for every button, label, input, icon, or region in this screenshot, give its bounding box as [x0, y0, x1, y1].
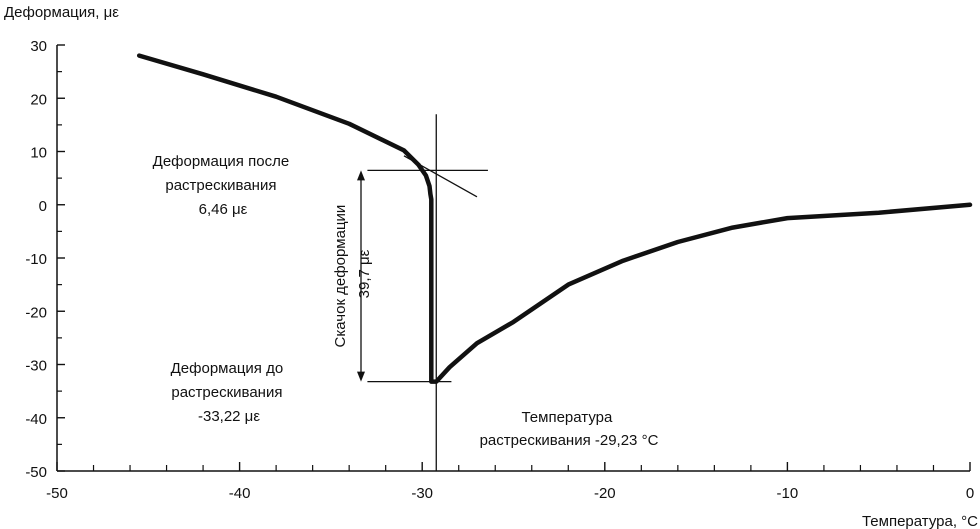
- x-tick-label: -50: [46, 485, 68, 502]
- temp-label-line-2: растрескивания -29,23 °C: [480, 432, 659, 449]
- y-tick-label: 30: [30, 38, 47, 55]
- after-cracking-label: Деформация после растрескивания 6,46 με: [153, 153, 294, 218]
- jump-arrow-head-top: [357, 170, 365, 181]
- x-ticks: -50 -40 -30 -20 -10 0: [46, 462, 974, 502]
- before-label-line-3: -33,22 με: [198, 408, 260, 425]
- x-tick-label: 0: [966, 485, 974, 502]
- y-axis-title: Деформация, με: [4, 4, 119, 21]
- after-label-line-3: 6,46 με: [199, 201, 248, 218]
- jump-label: Скачок деформации 39,7 με: [332, 201, 373, 348]
- cracking-temperature-label: Температура растрескивания -29,23 °C: [480, 409, 659, 449]
- y-tick-label: -20: [25, 304, 47, 321]
- x-axis-title: Температура, °C: [862, 513, 978, 529]
- y-tick-label: -10: [25, 251, 47, 268]
- x-tick-label: -30: [411, 485, 433, 502]
- y-ticks: 30 20 10 0 -10 -20 -30 -40 -50: [25, 38, 65, 481]
- after-label-line-1: Деформация после: [153, 153, 290, 170]
- axes: 30 20 10 0 -10 -20 -30 -40 -50 -50 -40 -30 -20 -10 0: [25, 38, 974, 502]
- jump-arrow-head-bottom: [357, 371, 365, 382]
- y-tick-label: -30: [25, 358, 47, 375]
- y-tick-label: -50: [25, 464, 47, 481]
- strain-curve: [136, 53, 973, 384]
- x-tick-label: -40: [229, 485, 251, 502]
- before-cracking-label: Деформация до растрескивания -33,22 με: [171, 360, 288, 425]
- jump-label-line-2: 39,7 με: [356, 249, 373, 298]
- after-label-line-2: растрескивания: [165, 177, 276, 194]
- jump-label-line-1: Скачок деформации: [332, 205, 349, 348]
- y-tick-label: 10: [30, 145, 47, 162]
- y-tick-label: -40: [25, 411, 47, 428]
- y-tick-label: 0: [39, 198, 47, 215]
- x-tick-label: -20: [594, 485, 616, 502]
- before-label-line-1: Деформация до: [171, 360, 284, 377]
- jump-arrow: [357, 170, 365, 382]
- y-tick-label: 20: [30, 91, 47, 108]
- x-tick-label: -10: [777, 485, 799, 502]
- before-label-line-2: растрескивания: [171, 384, 282, 401]
- reference-lines: [367, 114, 488, 471]
- temp-label-line-1: Температура: [521, 409, 613, 426]
